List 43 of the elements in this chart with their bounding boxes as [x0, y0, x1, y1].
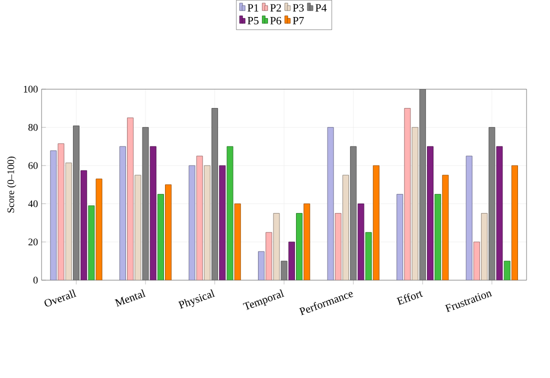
y-axis-title: Score (0–100): [7, 156, 16, 213]
bar: [358, 204, 364, 280]
bar: [266, 232, 272, 280]
bar: [88, 206, 95, 280]
legend-label: P7: [292, 17, 304, 24]
bar: [234, 204, 241, 280]
bar: [496, 146, 503, 280]
legend-label: P6: [270, 17, 282, 25]
y-tick-label: 0: [33, 277, 38, 284]
bar: [157, 194, 164, 280]
bar: [396, 194, 404, 280]
bar: [466, 156, 472, 280]
legend-label: P4: [316, 4, 327, 12]
legend-label: P3: [292, 4, 304, 12]
bar: [119, 146, 126, 280]
bar: [334, 213, 342, 280]
bar: [80, 170, 88, 280]
bar: [127, 118, 134, 280]
x-tick-label: Mental: [114, 290, 146, 307]
legend-label: P2: [270, 4, 281, 12]
bar: [511, 166, 518, 280]
bar: [196, 156, 203, 280]
bar: [372, 166, 380, 280]
y-tick-label: 60: [28, 162, 38, 170]
bar: [50, 150, 57, 280]
bar: [473, 242, 480, 280]
bar: [288, 242, 295, 280]
y-tick-label: 20: [28, 238, 38, 246]
y-tick-label: 100: [24, 86, 38, 93]
bar: [165, 184, 172, 280]
x-tick-label: Effort: [396, 291, 424, 306]
bar: [258, 251, 265, 280]
legend-label: P5: [248, 17, 259, 25]
x-tick-label: Overall: [44, 290, 77, 307]
legend-label: P1: [248, 4, 258, 12]
y-tick-label: 40: [28, 200, 38, 208]
bar: [304, 204, 310, 280]
y-tick-label: 80: [28, 124, 38, 131]
bar: [426, 146, 434, 280]
bar: [219, 166, 226, 280]
bar: [434, 194, 442, 280]
bar: [150, 146, 156, 280]
bar: [296, 213, 303, 280]
